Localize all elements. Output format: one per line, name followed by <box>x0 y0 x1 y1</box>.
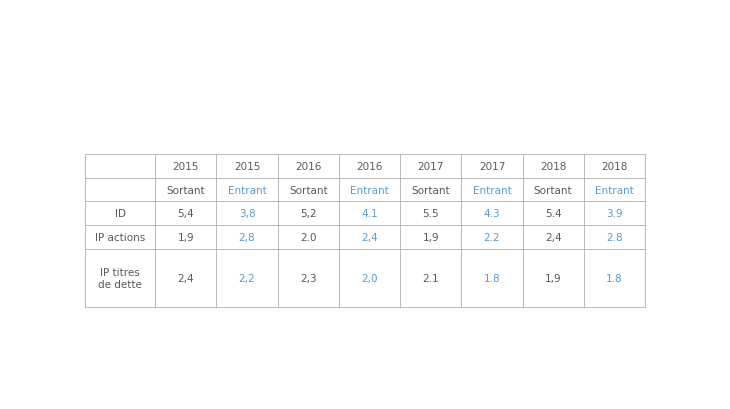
Text: 5.5: 5.5 <box>423 209 439 219</box>
Text: 1,9: 1,9 <box>545 273 561 283</box>
Text: 5,2: 5,2 <box>300 209 317 219</box>
Text: 1.8: 1.8 <box>606 273 623 283</box>
Text: 1,9: 1,9 <box>177 232 194 243</box>
Text: Sortant: Sortant <box>289 185 328 195</box>
Text: 4.3: 4.3 <box>484 209 500 219</box>
Text: 1,9: 1,9 <box>423 232 439 243</box>
Text: 3.9: 3.9 <box>606 209 623 219</box>
Text: Entrant: Entrant <box>350 185 389 195</box>
Text: 1.8: 1.8 <box>484 273 500 283</box>
Text: 2017: 2017 <box>479 162 505 171</box>
Text: IP titres
de dette: IP titres de dette <box>98 267 142 289</box>
Text: 2.0: 2.0 <box>300 232 317 243</box>
Text: 2018: 2018 <box>602 162 628 171</box>
Text: 2,3: 2,3 <box>300 273 317 283</box>
Text: 2,4: 2,4 <box>545 232 561 243</box>
Text: 2.1: 2.1 <box>423 273 439 283</box>
Text: 5.4: 5.4 <box>545 209 561 219</box>
Text: 5,4: 5,4 <box>177 209 194 219</box>
Text: 2,4: 2,4 <box>177 273 194 283</box>
Text: Sortant: Sortant <box>166 185 205 195</box>
Text: Entrant: Entrant <box>228 185 266 195</box>
Text: Entrant: Entrant <box>595 185 634 195</box>
Text: Sortant: Sortant <box>534 185 572 195</box>
Text: 2015: 2015 <box>172 162 199 171</box>
Text: 2016: 2016 <box>356 162 383 171</box>
Text: 2018: 2018 <box>540 162 566 171</box>
Text: 2,0: 2,0 <box>361 273 377 283</box>
Text: 2015: 2015 <box>234 162 260 171</box>
Text: IP actions: IP actions <box>95 232 145 243</box>
Text: 3,8: 3,8 <box>239 209 255 219</box>
Text: 2,4: 2,4 <box>361 232 378 243</box>
Text: 4.1: 4.1 <box>361 209 378 219</box>
Text: Entrant: Entrant <box>472 185 511 195</box>
Text: ID: ID <box>115 209 126 219</box>
Text: 2016: 2016 <box>295 162 321 171</box>
Text: 2,2: 2,2 <box>239 273 255 283</box>
Text: 2.8: 2.8 <box>606 232 623 243</box>
Text: 2,8: 2,8 <box>239 232 255 243</box>
Text: 2.2: 2.2 <box>484 232 500 243</box>
Text: 2017: 2017 <box>418 162 444 171</box>
Text: Sortant: Sortant <box>412 185 450 195</box>
